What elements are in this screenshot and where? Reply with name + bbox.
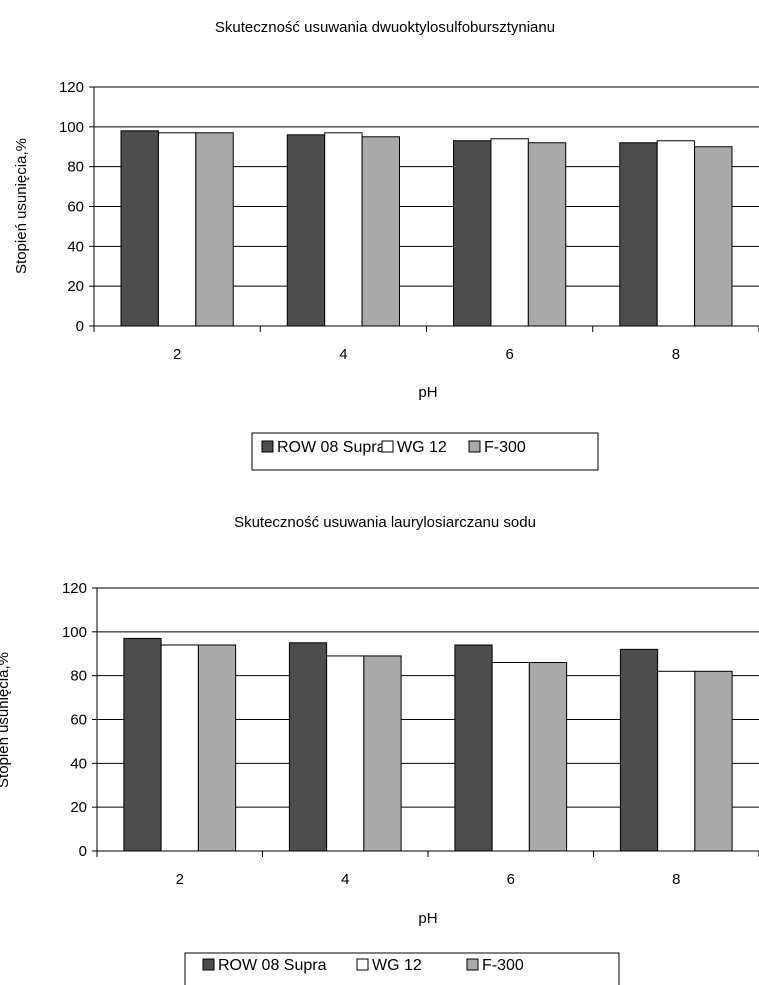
legend-swatch	[202, 958, 215, 971]
bar-f-300-2	[197, 644, 237, 852]
bar-wg-12-6	[490, 138, 529, 327]
y-tick-label: 40	[67, 238, 84, 255]
y-tick-label: 120	[62, 580, 87, 597]
legend-label: WG 12	[372, 957, 422, 974]
bar-f-300-6	[528, 662, 568, 852]
bar-f-300-8	[694, 146, 733, 327]
legend-label: F-300	[484, 439, 526, 456]
y-tick-label: 60	[70, 712, 87, 729]
y-axis-label: Stopień usunięcia,%	[13, 138, 30, 274]
y-tick-label: 40	[70, 755, 87, 772]
bar-row-08-supra-6	[453, 140, 492, 327]
y-tick-label: 120	[59, 79, 84, 96]
x-tick-label: 8	[672, 346, 680, 363]
legend-swatch	[356, 958, 369, 971]
legend-swatch	[261, 440, 274, 453]
x-tick-label: 2	[173, 346, 181, 363]
y-tick-label: 60	[67, 199, 84, 216]
legend-swatch	[468, 440, 481, 453]
bar-wg-12-8	[656, 140, 696, 327]
bar-row-08-supra-2	[120, 130, 159, 327]
bar-row-08-supra-4	[286, 134, 326, 327]
legend: ROW 08 Supra WG 12 F-300	[202, 957, 524, 974]
x-tick-label: 6	[505, 346, 513, 363]
bar-wg-12-4	[326, 655, 365, 852]
bar-f-300-6	[527, 142, 567, 327]
x-axis-label: pH	[418, 384, 437, 401]
legend-label: F-300	[482, 957, 524, 974]
y-tick-label: 20	[67, 278, 84, 295]
chart-title: Skuteczność usuwania laurylosiarczanu so…	[234, 514, 536, 531]
bar-row-08-supra-8	[619, 648, 659, 852]
x-axis-label: pH	[418, 910, 437, 927]
legend-box	[251, 432, 599, 471]
bar-wg-12-6	[491, 662, 530, 852]
chart-laurylosiarczan-sodu: Skuteczność usuwania laurylosiarczanu so…	[0, 514, 759, 985]
bar-wg-12-8	[657, 670, 696, 852]
legend: ROW 08 Supra WG 12 F-300	[261, 439, 526, 456]
y-tick-label: 100	[59, 119, 84, 136]
bar-wg-12-2	[157, 132, 197, 327]
bar-wg-12-2	[160, 644, 199, 852]
y-tick-label: 20	[70, 799, 87, 816]
x-tick-label: 8	[672, 871, 680, 888]
y-tick-label: 0	[76, 318, 84, 335]
y-tick-label: 100	[62, 624, 87, 641]
x-tick-label: 2	[176, 871, 184, 888]
y-tick-label: 80	[70, 668, 87, 685]
bar-f-300-4	[363, 655, 402, 852]
legend-swatch	[381, 440, 394, 453]
bar-f-300-2	[195, 132, 234, 327]
bar-row-08-supra-6	[454, 644, 493, 852]
legend-label: ROW 08 Supra	[277, 439, 386, 456]
y-axis-label: Stopień usunięcia,%	[0, 652, 12, 788]
x-tick-label: 4	[341, 871, 349, 888]
legend-swatch	[466, 958, 479, 971]
y-tick-label: 0	[79, 843, 87, 860]
legend-label: ROW 08 Supra	[218, 957, 327, 974]
chart-dwuoktylosulfobursztynian: Skuteczność usuwania dwuoktylosulfobursz…	[13, 19, 759, 471]
y-tick-label: 80	[67, 159, 84, 176]
bar-f-300-8	[694, 670, 733, 852]
bar-row-08-supra-8	[619, 142, 658, 327]
bar-row-08-supra-4	[288, 642, 328, 852]
x-tick-label: 4	[339, 346, 347, 363]
legend-box	[184, 952, 620, 985]
chart-title: Skuteczność usuwania dwuoktylosulfobursz…	[215, 19, 555, 36]
legend-label: WG 12	[397, 439, 447, 456]
x-tick-label: 6	[507, 871, 515, 888]
bar-wg-12-4	[324, 132, 363, 327]
bar-f-300-4	[361, 136, 400, 327]
bar-row-08-supra-2	[123, 637, 162, 852]
